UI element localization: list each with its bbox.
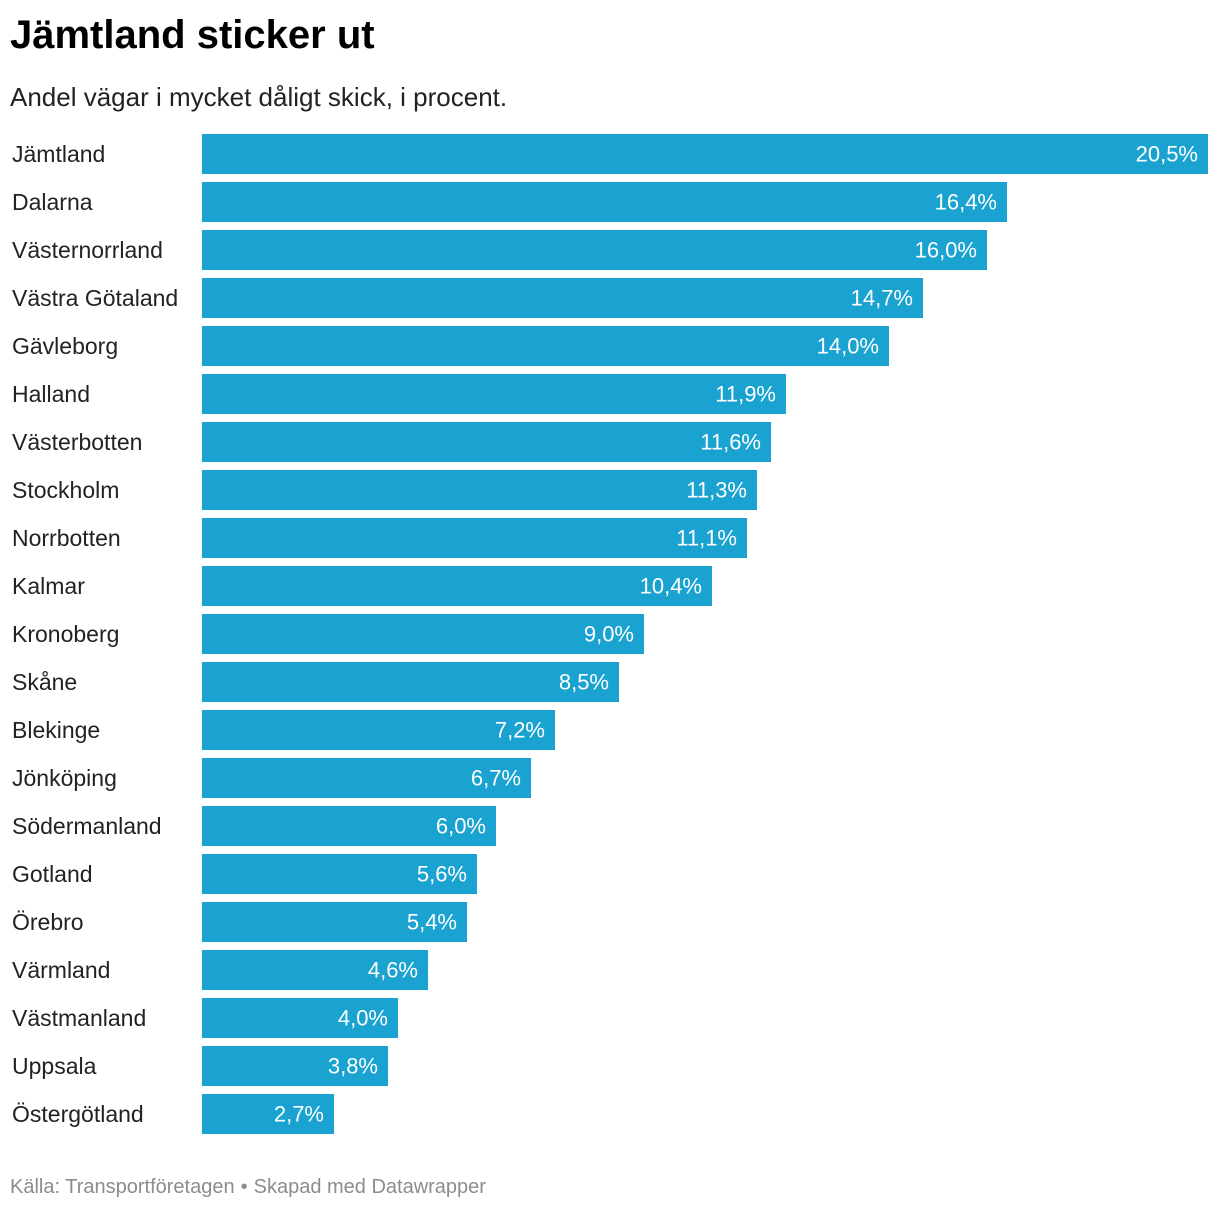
value-label: 2,7%	[274, 1102, 324, 1127]
category-label: Västerbotten	[12, 429, 142, 455]
bar-row-kronoberg: Kronoberg 9,0%	[12, 614, 644, 654]
category-label: Gävleborg	[12, 333, 118, 359]
bar-gavleborg	[202, 326, 889, 366]
category-label: Skåne	[12, 669, 77, 695]
bar-varmland	[202, 950, 428, 990]
bar-stockholm	[202, 470, 757, 510]
bar-row-varmland: Värmland 4,6%	[12, 950, 428, 990]
bar-row-dalarna: Dalarna 16,4%	[12, 182, 1007, 222]
bar-chart: Jämtland 20,5% Dalarna 16,4% Västernorrland 1…	[12, 134, 1208, 1134]
bar-row-stockholm: Stockholm 11,3%	[12, 470, 757, 510]
category-label: Stockholm	[12, 477, 119, 503]
bar-row-skane: Skåne 8,5%	[12, 662, 619, 702]
category-label: Västernorrland	[12, 237, 163, 263]
value-label: 10,4%	[640, 574, 702, 599]
bar-row-vasterbotten: Västerbotten 11,6%	[12, 422, 771, 462]
footer-separator: •	[240, 1176, 248, 1198]
bar-row-vastmanland: Västmanland 4,0%	[12, 998, 398, 1038]
bar-row-jamtland: Jämtland 20,5%	[12, 134, 1208, 174]
category-label: Västra Götaland	[12, 285, 178, 311]
category-label: Kalmar	[12, 573, 85, 599]
bar-kalmar	[202, 566, 712, 606]
bar-row-ostergotland: Östergötland 2,7%	[12, 1094, 334, 1134]
value-label: 5,6%	[417, 862, 467, 887]
category-label: Västmanland	[12, 1005, 146, 1031]
chart-subtitle: Andel vägar i mycket dåligt skick, i pro…	[10, 82, 508, 112]
value-label: 11,3%	[686, 478, 747, 503]
bar-skane	[202, 662, 619, 702]
value-label: 11,1%	[676, 526, 737, 551]
value-label: 5,4%	[407, 910, 457, 935]
bar-vasternorrland	[202, 230, 987, 270]
bar-row-sodermanland: Södermanland 6,0%	[12, 806, 496, 846]
bar-vasterbotten	[202, 422, 771, 462]
value-label: 6,0%	[436, 814, 486, 839]
bar-uppsala	[202, 1046, 388, 1086]
category-label: Södermanland	[12, 813, 162, 839]
bar-row-uppsala: Uppsala 3,8%	[12, 1046, 388, 1086]
value-label: 4,0%	[338, 1006, 388, 1031]
value-label: 6,7%	[471, 766, 521, 791]
footer: Källa: Transportföretagen • Skapad med Dat…	[10, 1173, 486, 1201]
bar-row-gotland: Gotland 5,6%	[12, 854, 477, 894]
bar-sodermanland	[202, 806, 496, 846]
bar-row-jonkoping: Jönköping 6,7%	[12, 758, 531, 798]
value-label: 9,0%	[584, 622, 634, 647]
category-label: Halland	[12, 381, 90, 407]
value-label: 7,2%	[495, 718, 545, 743]
bar-norrbotten	[202, 518, 747, 558]
category-label: Norrbotten	[12, 525, 121, 551]
category-label: Kronoberg	[12, 621, 119, 647]
bar-orebro	[202, 902, 467, 942]
value-label: 11,9%	[715, 382, 776, 407]
category-label: Dalarna	[12, 189, 93, 215]
bar-row-halland: Halland 11,9%	[12, 374, 786, 414]
bar-row-vastra-gotaland: Västra Götaland 14,7%	[12, 278, 923, 318]
bar-row-orebro: Örebro 5,4%	[12, 902, 467, 942]
bar-row-blekinge: Blekinge 7,2%	[12, 710, 555, 750]
category-label: Gotland	[12, 861, 93, 887]
bar-jamtland	[202, 134, 1208, 174]
bar-row-vasternorrland: Västernorrland 16,0%	[12, 230, 987, 270]
bar-row-norrbotten: Norrbotten 11,1%	[12, 518, 747, 558]
bar-row-gavleborg: Gävleborg 14,0%	[12, 326, 889, 366]
bar-vastmanland	[202, 998, 398, 1038]
category-label: Jämtland	[12, 141, 105, 167]
bar-jonkoping	[202, 758, 531, 798]
source-link[interactable]: Källa: Transportföretagen	[10, 1176, 235, 1198]
bar-ostergotland	[202, 1094, 334, 1134]
value-label: 3,8%	[328, 1054, 378, 1079]
category-label: Örebro	[12, 909, 84, 935]
value-label: 8,5%	[559, 670, 609, 695]
bar-blekinge	[202, 710, 555, 750]
value-label: 11,6%	[700, 430, 761, 455]
value-label: 16,0%	[915, 238, 977, 263]
value-label: 14,7%	[851, 286, 913, 311]
chart-title: Jämtland sticker ut	[10, 13, 375, 57]
datawrapper-credit-link[interactable]: Skapad med Datawrapper	[253, 1176, 486, 1198]
bar-gotland	[202, 854, 477, 894]
category-label: Blekinge	[12, 717, 100, 743]
category-label: Jönköping	[12, 765, 117, 791]
value-label: 4,6%	[368, 958, 418, 983]
bar-vastra-gotaland	[202, 278, 923, 318]
bar-dalarna	[202, 182, 1007, 222]
category-label: Uppsala	[12, 1053, 97, 1079]
category-label: Östergötland	[12, 1101, 144, 1127]
value-label: 14,0%	[817, 334, 879, 359]
category-label: Värmland	[12, 957, 110, 983]
bar-halland	[202, 374, 786, 414]
bar-row-kalmar: Kalmar 10,4%	[12, 566, 712, 606]
value-label: 16,4%	[935, 190, 997, 215]
bar-kronoberg	[202, 614, 644, 654]
value-label: 20,5%	[1136, 142, 1198, 167]
